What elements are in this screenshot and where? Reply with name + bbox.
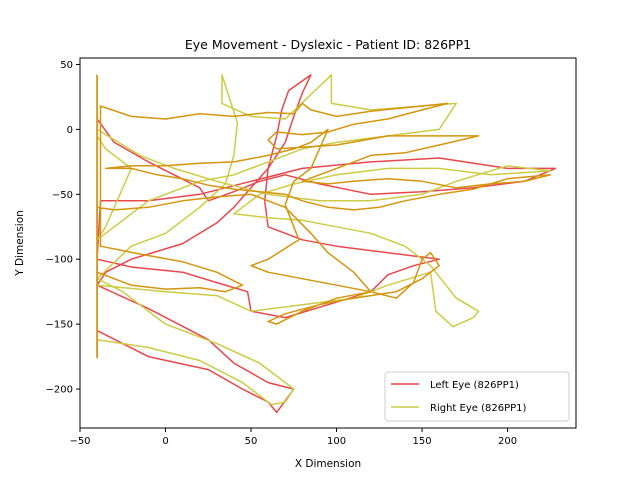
y-tick-label: −150: [46, 320, 73, 331]
y-tick-label: −100: [46, 255, 73, 266]
legend-label-left-eye: Left Eye (826PP1): [430, 380, 519, 391]
plot-frame: [79, 57, 577, 429]
chart-title: Eye Movement - Dyslexic - Patient ID: 82…: [185, 37, 471, 52]
y-axis-ticks: 50 0 −50 −100 −150 −200: [46, 60, 80, 396]
legend: Left Eye (826PP1) Right Eye (826PP1): [384, 371, 570, 422]
x-tick-label: 200: [498, 436, 517, 447]
x-tick-label: 100: [327, 436, 346, 447]
y-tick-label: −50: [52, 190, 73, 201]
x-tick-label: 50: [245, 436, 258, 447]
legend-box: [384, 371, 570, 422]
y-tick-label: 0: [67, 125, 73, 136]
x-tick-label: 0: [162, 436, 168, 447]
x-tick-label: 150: [413, 436, 432, 447]
y-tick-label: −200: [46, 385, 73, 396]
series-line-2: [96, 74, 552, 359]
y-tick-label: 50: [60, 60, 73, 71]
x-axis-ticks: −50 0 50 100 150 200: [69, 428, 517, 447]
series-line-1: [96, 74, 552, 406]
x-axis-label: X Dimension: [295, 458, 361, 470]
series-layer: [96, 74, 557, 414]
y-axis-label: Y Dimension: [14, 210, 26, 277]
x-tick-label: −50: [69, 436, 90, 447]
legend-label-right-eye: Right Eye (826PP1): [430, 403, 526, 414]
